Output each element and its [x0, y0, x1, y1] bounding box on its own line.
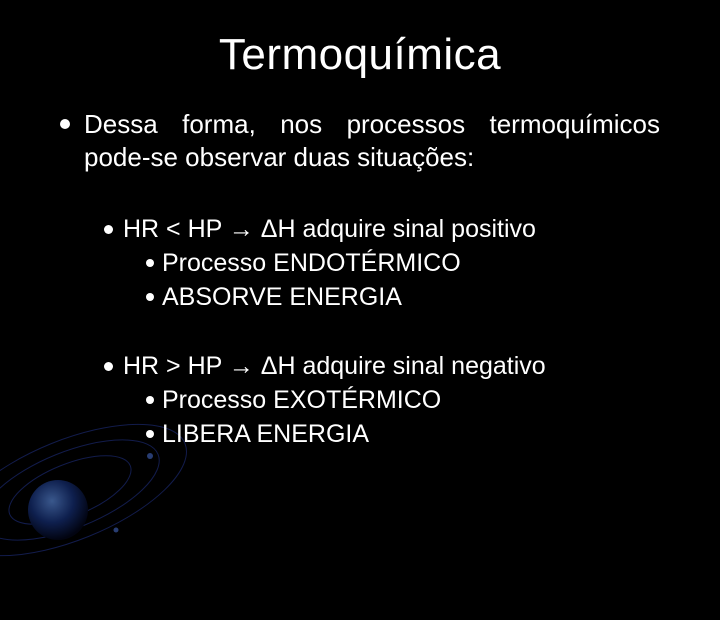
case-1-sub-1-text: Processo ENDOTÉRMICO — [162, 247, 461, 281]
case-group-2: HR > HP → ΔH adquire sinal negativo Proc… — [104, 350, 660, 451]
case-2-sub-2: LIBERA ENERGIA — [146, 418, 660, 452]
case-2-head: HR > HP → ΔH adquire sinal negativo — [104, 350, 660, 384]
bullet-dot-icon — [104, 362, 113, 371]
case-1-head: HR < HP → ΔH adquire sinal positivo — [104, 213, 660, 247]
intro-text: Dessa forma, nos processos termoquímicos… — [84, 108, 660, 173]
case-1-sub-2: ABSORVE ENERGIA — [146, 281, 660, 315]
case-2-head-text: HR > HP → ΔH adquire sinal negativo — [123, 350, 546, 384]
case-2-sub-1-text: Processo EXOTÉRMICO — [162, 384, 441, 418]
case-2-sub-2-text: LIBERA ENERGIA — [162, 418, 369, 452]
slide-title: Termoquímica — [60, 30, 660, 80]
bullet-dot-icon — [60, 119, 70, 129]
bullet-dot-icon — [104, 225, 113, 234]
case-group-1: HR < HP → ΔH adquire sinal positivo Proc… — [104, 213, 660, 314]
case-1-sub-2-text: ABSORVE ENERGIA — [162, 281, 402, 315]
bullet-dot-icon — [146, 396, 154, 404]
case-2-sub-1: Processo EXOTÉRMICO — [146, 384, 660, 418]
bullet-dot-icon — [146, 259, 154, 267]
intro-bullet: Dessa forma, nos processos termoquímicos… — [60, 108, 660, 173]
case-1-sub-1: Processo ENDOTÉRMICO — [146, 247, 660, 281]
slide-container: Termoquímica Dessa forma, nos processos … — [0, 0, 720, 540]
bullet-dot-icon — [146, 293, 154, 301]
case-1-head-text: HR < HP → ΔH adquire sinal positivo — [123, 213, 536, 247]
bullet-dot-icon — [146, 430, 154, 438]
